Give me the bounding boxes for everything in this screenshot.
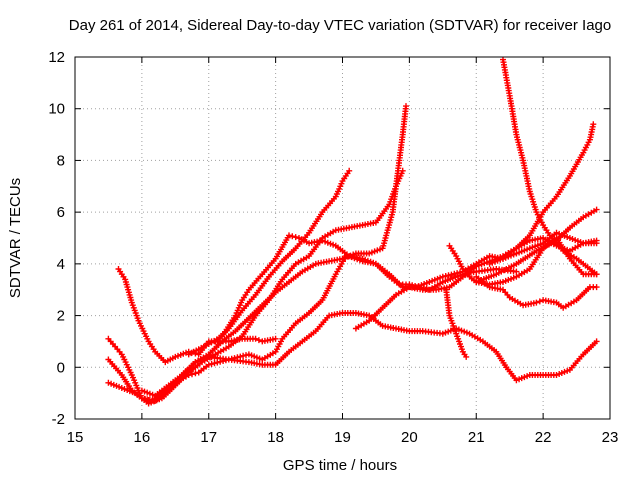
x-tick-label: 23	[602, 429, 619, 446]
x-tick-label: 21	[468, 429, 485, 446]
y-tick-label: -2	[52, 411, 65, 428]
x-tick-label: 16	[134, 429, 151, 446]
x-tick-labels: 15 16 17 18 19 20 21 22 23	[67, 429, 619, 446]
series-markers	[105, 56, 600, 407]
axis-ticks	[74, 56, 611, 420]
x-tick-label: 17	[200, 429, 217, 446]
y-tick-label: 12	[48, 49, 65, 66]
y-tick-labels: -2 0 2 4 6 8 10 12	[48, 49, 65, 428]
x-tick-label: 18	[267, 429, 284, 446]
series-markers-s3	[105, 310, 600, 404]
series-markers-s11	[486, 121, 597, 267]
chart-title: Day 261 of 2014, Sidereal Day-to-day VTE…	[69, 17, 611, 34]
y-tick-label: 10	[48, 101, 65, 118]
y-tick-label: 2	[57, 308, 65, 325]
series-lines	[107, 59, 598, 405]
series-markers-s7	[212, 167, 353, 345]
series-markers-s4	[105, 167, 406, 407]
x-tick-label: 22	[535, 429, 552, 446]
series-markers-s14	[473, 206, 600, 285]
x-tick-label: 15	[67, 429, 84, 446]
y-tick-label: 8	[57, 152, 65, 169]
y-tick-label: 0	[57, 359, 65, 376]
y-tick-label: 4	[57, 256, 65, 273]
series-line-s4	[108, 170, 404, 405]
series-markers-s10	[443, 286, 470, 360]
series-markers-s13	[473, 273, 600, 311]
series-line-s3	[107, 311, 598, 402]
x-axis-label: GPS time / hours	[283, 457, 397, 474]
y-axis-label: SDTVAR / TECUs	[7, 178, 24, 298]
x-tick-label: 19	[334, 429, 351, 446]
series-markers-s5	[138, 103, 409, 399]
x-tick-label: 20	[401, 429, 418, 446]
series-markers-s12	[500, 56, 600, 278]
y-tick-label: 6	[57, 204, 65, 221]
